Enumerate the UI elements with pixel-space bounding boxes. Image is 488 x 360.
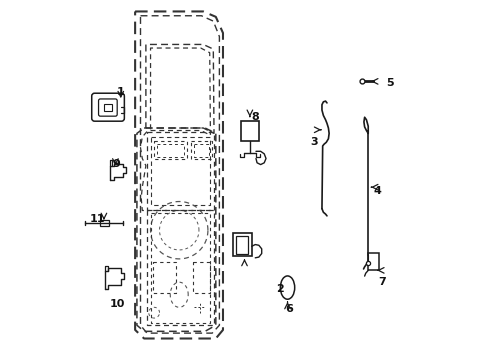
- Text: 7: 7: [378, 277, 386, 287]
- Text: 3: 3: [310, 138, 318, 147]
- Bar: [104, 104, 112, 111]
- Text: 4: 4: [372, 186, 380, 196]
- Bar: [100, 220, 109, 226]
- Text: 10: 10: [109, 299, 124, 309]
- Bar: [233, 233, 251, 256]
- Bar: [235, 235, 247, 253]
- Bar: [241, 121, 258, 140]
- Text: 8: 8: [251, 112, 259, 122]
- Text: 9: 9: [112, 159, 120, 169]
- Bar: [367, 253, 378, 270]
- Text: 11: 11: [89, 215, 105, 224]
- Text: 1: 1: [117, 87, 124, 97]
- Text: 6: 6: [285, 304, 293, 314]
- Text: 2: 2: [276, 284, 284, 294]
- Text: 5: 5: [385, 78, 393, 88]
